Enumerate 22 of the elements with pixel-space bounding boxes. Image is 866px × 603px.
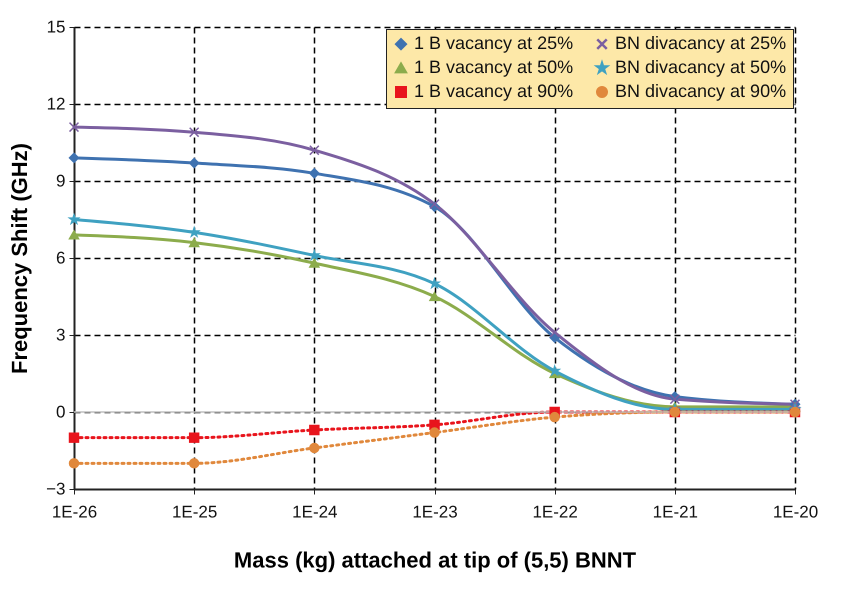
x-axis-title: Mass (kg) attached at tip of (5,5) BNNT <box>234 548 637 572</box>
y-tick-label: 15 <box>46 18 66 36</box>
x-tick-label: 1E-21 <box>652 502 698 522</box>
legend-label: BN divacancy at 90% <box>615 81 786 101</box>
y-tick-label: 12 <box>46 94 66 114</box>
y-tick-label: −3 <box>46 480 66 498</box>
legend-label: BN divacancy at 50% <box>615 57 786 77</box>
x-tick-label: 1E-25 <box>172 502 218 522</box>
legend-label: 1 B vacancy at 90% <box>414 81 574 101</box>
y-tick-label: 3 <box>56 326 66 344</box>
x-tick-label: 1E-24 <box>292 502 338 522</box>
y-axis-title: Frequency Shift (GHz) <box>7 142 32 374</box>
y-tick-label: 6 <box>56 248 66 268</box>
x-tick-label: 1E-20 <box>772 502 818 522</box>
legend-label: 1 B vacancy at 50% <box>414 57 574 77</box>
legend-label: 1 B vacancy at 25% <box>414 33 574 54</box>
y-tick-label: 9 <box>56 172 66 190</box>
legend-label: BN divacancy at 25% <box>615 33 786 54</box>
x-tick-label: 1E-23 <box>412 502 458 522</box>
y-tick-label: 0 <box>56 402 66 422</box>
x-tick-label: 1E-22 <box>532 502 578 522</box>
x-tick-label: 1E-26 <box>52 502 98 522</box>
